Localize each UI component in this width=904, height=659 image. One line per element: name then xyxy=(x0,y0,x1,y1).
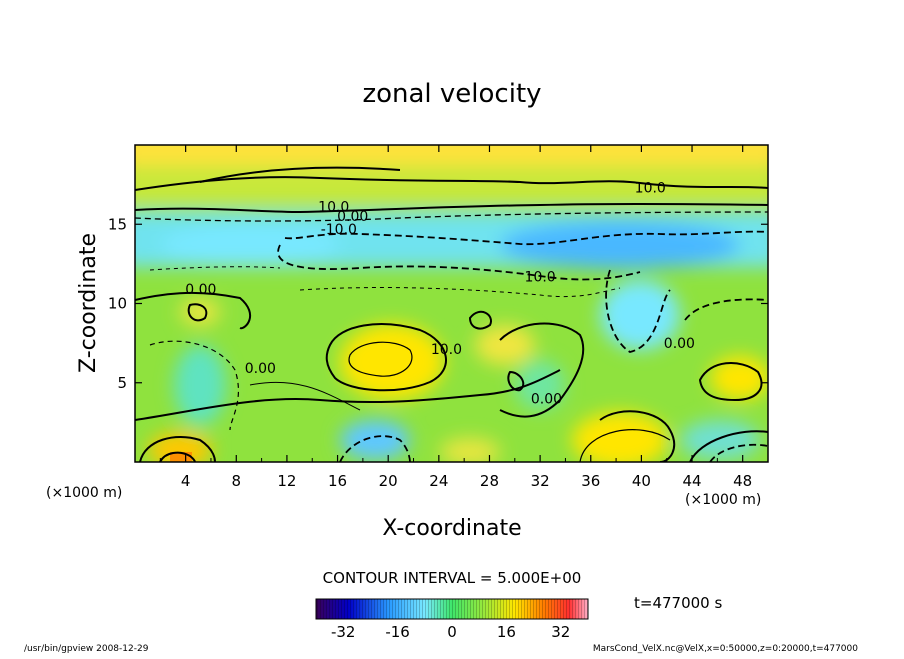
colorbar-tick-label: 16 xyxy=(497,623,516,641)
contour-lines xyxy=(135,166,768,462)
contour-label: 10.0 xyxy=(318,200,349,216)
colorbar: -32 -16 0 16 32 xyxy=(315,598,589,641)
colorbar-hatch xyxy=(316,599,588,619)
contour-labels: 10.010.00.00-10.010.00.000.0010.00.000.0… xyxy=(185,181,695,408)
y-axis-label: Z-coordinate xyxy=(76,233,101,373)
colorbar-ticks: -32 -16 0 16 32 xyxy=(331,623,570,641)
x-tick-label: 20 xyxy=(379,472,398,490)
x-tick-label: 8 xyxy=(232,472,242,490)
contour-label: 0.00 xyxy=(664,336,695,352)
contour-label: 0.00 xyxy=(531,391,562,407)
x-tick-label: 16 xyxy=(328,472,347,490)
colorbar-tick-label: 0 xyxy=(447,623,457,641)
contour-label: 10.0 xyxy=(635,181,666,197)
contour-label: 0.00 xyxy=(337,209,368,225)
colorbar-tick-label: -16 xyxy=(385,623,410,641)
chart-title: zonal velocity xyxy=(362,79,541,109)
contour-label: -10.0 xyxy=(321,222,357,238)
x-tick-label: 44 xyxy=(682,472,701,490)
x-tick-label: 24 xyxy=(429,472,448,490)
x-unit-right: (×1000 m) xyxy=(685,492,761,508)
x-tick-label: 40 xyxy=(632,472,651,490)
footer-right: MarsCond_VelX.nc@VelX,x=0:50000,z=0:2000… xyxy=(593,644,858,654)
x-unit-left: (×1000 m) xyxy=(46,485,122,501)
x-tick-label: 36 xyxy=(581,472,600,490)
x-axis: 4 8 12 16 20 24 28 32 36 40 44 48 xyxy=(159,145,752,490)
contour-label: 0.00 xyxy=(185,282,216,298)
x-tick-label: 4 xyxy=(181,472,191,490)
contour-interval: CONTOUR INTERVAL = 5.000E+00 xyxy=(323,569,582,587)
y-tick-label: 10 xyxy=(108,295,127,313)
colorbar-frame xyxy=(315,598,589,620)
y-axis: 5 10 15 xyxy=(108,215,768,392)
x-tick-label: 48 xyxy=(733,472,752,490)
colorbar-tick-label: -32 xyxy=(331,623,356,641)
y-tick-label: 15 xyxy=(108,215,127,233)
contour-label: 0.00 xyxy=(245,361,276,377)
time-label: t=477000 s xyxy=(634,594,722,612)
heatmap-field xyxy=(135,145,768,462)
x-tick-label: 32 xyxy=(531,472,550,490)
y-tick-label: 5 xyxy=(117,374,127,392)
x-tick-label: 28 xyxy=(480,472,499,490)
footer-left: /usr/bin/gpview 2008-12-29 xyxy=(24,644,149,654)
colorbar-tick-label: 32 xyxy=(551,623,570,641)
contour-label: 10.0 xyxy=(431,342,462,358)
x-axis-label: X-coordinate xyxy=(382,516,521,541)
contour-label: 10.0 xyxy=(525,269,556,285)
x-tick-label: 12 xyxy=(277,472,296,490)
